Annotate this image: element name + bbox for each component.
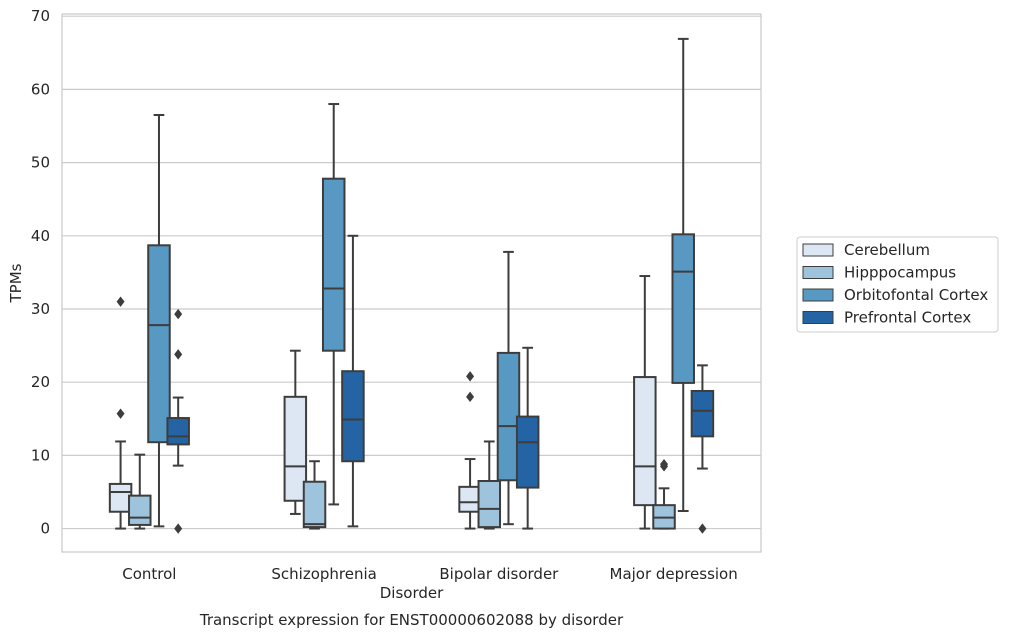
chart-caption: Transcript expression for ENST0000060208…	[199, 611, 624, 629]
box-prefrontal-cortex-bipolar-disorder	[515, 346, 540, 530]
box-hipppocampus-schizophrenia	[302, 460, 327, 530]
y-tick-label-40: 40	[31, 227, 50, 245]
box-iqr	[477, 479, 502, 529]
outlier-point	[174, 523, 183, 534]
box-orbitofontal-cortex-schizophrenia	[321, 103, 346, 506]
x-ticks: Control Schizophrenia Bipolar disorder Majo…	[122, 565, 737, 583]
box-iqr	[147, 244, 171, 444]
box-iqr	[690, 389, 715, 438]
outlier-point	[660, 458, 669, 470]
outlier-point	[116, 296, 125, 307]
outlier-point	[698, 523, 707, 534]
box-prefrontal-cortex-schizophrenia	[341, 234, 365, 528]
box-iqr	[302, 480, 327, 529]
outlier-point	[466, 391, 475, 403]
legend-swatch-orbitofontal-cortex	[802, 288, 834, 302]
legend-swatch-cerebellum	[802, 243, 834, 257]
box-iqr	[671, 233, 695, 384]
box-iqr	[515, 415, 540, 489]
box-orbitofontal-cortex-control	[147, 114, 171, 528]
legend-frame	[796, 236, 999, 333]
box-orbitofontal-cortex-major-depression	[671, 37, 695, 513]
box-iqr	[321, 177, 346, 352]
box-cerebellum-schizophrenia	[283, 349, 308, 515]
y-tick-label-10: 10	[31, 446, 50, 464]
category-bipolar-disorder	[458, 250, 540, 530]
box-orbitofontal-cortex-bipolar-disorder	[496, 250, 521, 526]
box-prefrontal-cortex-major-depression	[690, 364, 715, 534]
box-hipppocampus-major-depression	[652, 458, 676, 530]
box-iqr	[128, 494, 152, 526]
box-prefrontal-cortex-control	[166, 308, 190, 534]
box-cerebellum-major-depression	[633, 275, 657, 530]
x-tick-label-bipolar-disorder: Bipolar disorder	[439, 565, 559, 583]
legend-label-hipppocampus: Hipppocampus	[844, 264, 956, 282]
y-tick-label-20: 20	[31, 373, 50, 391]
outlier-point	[116, 408, 125, 419]
x-tick-label-control: Control	[122, 565, 176, 583]
outlier-point	[174, 349, 183, 360]
y-tick-label-50: 50	[31, 154, 50, 172]
box-iqr	[283, 395, 308, 502]
y-tick-label-30: 30	[31, 300, 50, 318]
category-control	[108, 114, 190, 534]
box-hipppocampus-bipolar-disorder	[477, 440, 502, 530]
x-tick-label-schizophrenia: Schizophrenia	[271, 565, 376, 583]
category-schizophrenia	[283, 103, 365, 530]
x-tick-label-major-depression: Major depression	[610, 565, 738, 583]
y-tick-label-60: 60	[31, 80, 50, 98]
outlier-point	[466, 371, 475, 382]
box-cerebellum-control	[108, 296, 133, 530]
box-iqr	[633, 376, 657, 507]
legend: Cerebellum Hipppocampus Orbitofontal Corte…	[796, 236, 999, 333]
box-iqr	[341, 370, 365, 463]
plot-frame	[61, 13, 762, 553]
box-hipppocampus-control	[128, 453, 152, 530]
y-tick-label-70: 70	[31, 7, 50, 25]
outlier-point	[174, 308, 183, 320]
y-axis-label: TPMs	[7, 263, 25, 303]
x-axis-label: Disorder	[380, 584, 444, 602]
legend-swatch-prefrontal-cortex	[802, 311, 834, 324]
legend-label-cerebellum: Cerebellum	[844, 241, 930, 259]
legend-label-orbitofontal-cortex: Orbitofontal Cortex	[844, 286, 988, 304]
box-iqr	[166, 417, 190, 446]
category-major-depression	[633, 37, 715, 534]
legend-label-prefrontal-cortex: Prefrontal Cortex	[844, 309, 971, 327]
legend-swatch-hipppocampus	[802, 266, 834, 279]
box-groups	[108, 37, 715, 534]
y-tick-label-0: 0	[40, 520, 50, 538]
y-ticks: 0 10 20 30 40 50 60 70	[31, 7, 50, 537]
